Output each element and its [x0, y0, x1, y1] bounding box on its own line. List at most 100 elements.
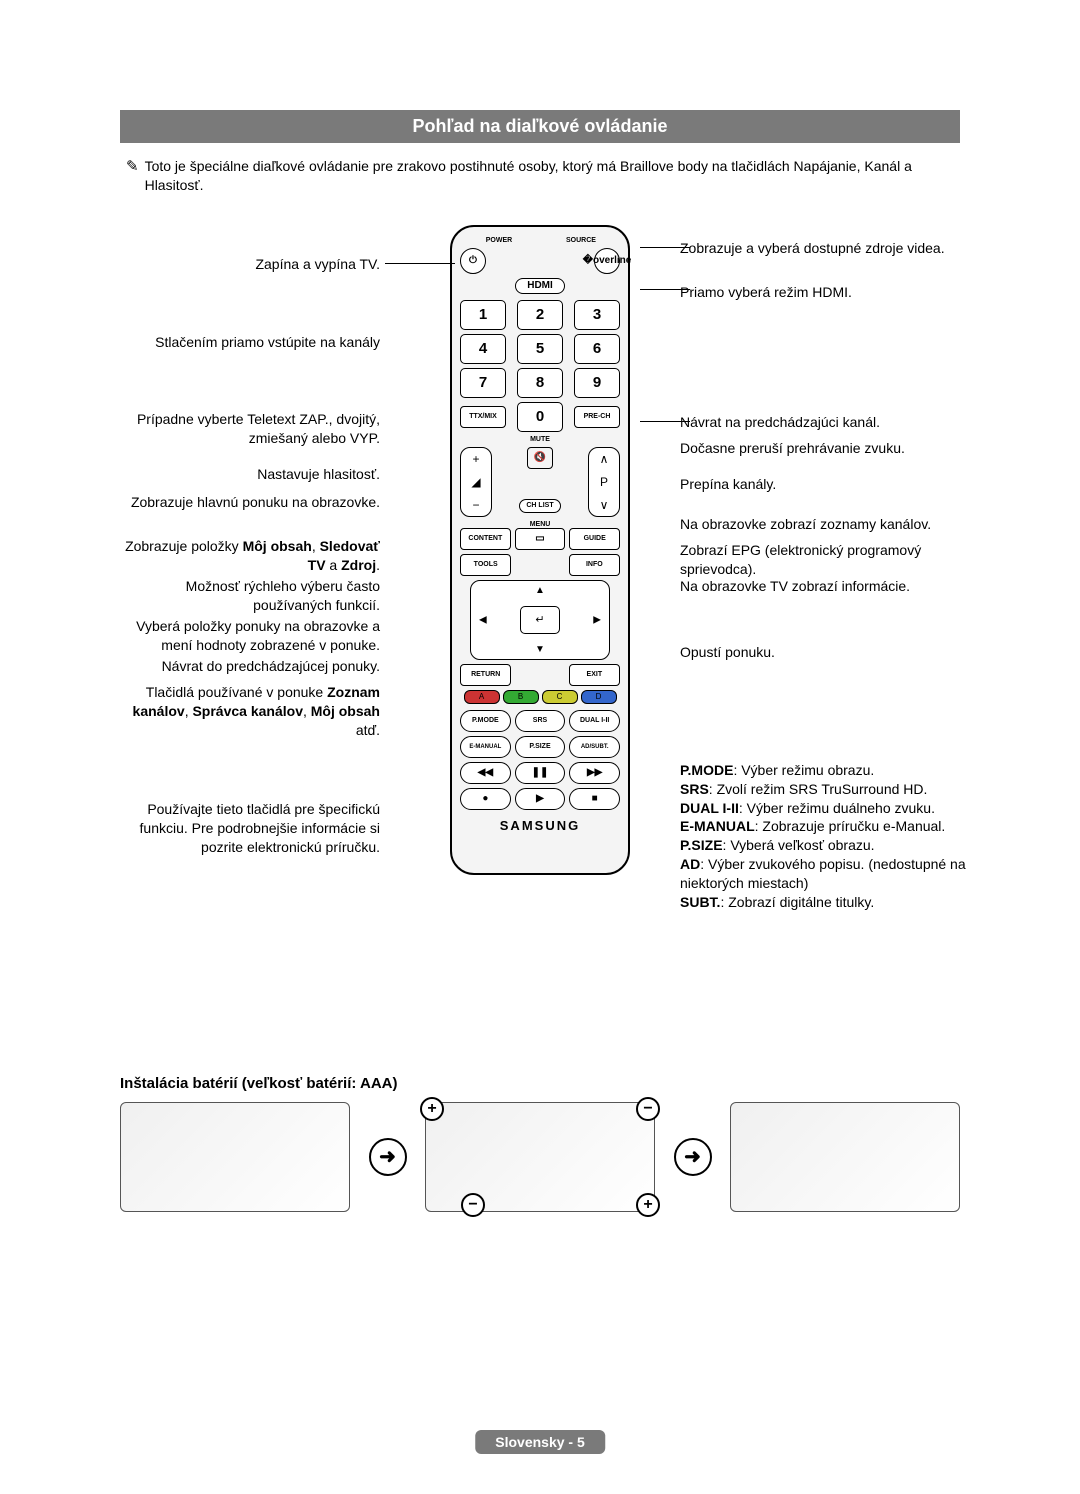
dpad-down-icon: ▼ — [535, 644, 545, 655]
content-button[interactable]: CONTENT — [460, 528, 511, 550]
leader-line — [640, 421, 690, 422]
leader-line — [640, 289, 690, 290]
minus-icon: − — [461, 1193, 485, 1217]
tools-button[interactable]: TOOLS — [460, 554, 511, 576]
hdmi-button[interactable]: HDMI — [515, 278, 565, 294]
callout-mute: Dočasne preruší prehrávanie zvuku. — [680, 439, 905, 458]
ch-p-label: P — [600, 475, 608, 489]
ch-up-icon: ∧ — [600, 452, 609, 466]
mute-button[interactable]: 🔇 — [527, 447, 553, 469]
vol-minus-icon: − — [472, 498, 479, 512]
callout-return: Návrat do predchádzajúcej ponuky. — [120, 657, 380, 676]
callout-bottom-block: P.MODE: Výber režimu obrazu. SRS: Zvolí … — [680, 761, 980, 912]
play-button[interactable]: ▶ — [515, 788, 566, 810]
callout-chlist: Na obrazovke zobrazí zoznamy kanálov. — [680, 515, 931, 534]
ttx-button[interactable]: TTX/MIX — [460, 406, 506, 428]
num-7[interactable]: 7 — [460, 368, 506, 398]
num-3[interactable]: 3 — [574, 300, 620, 330]
callout-colorbtns: Tlačidlá používané v ponuke Zoznam kanál… — [120, 683, 380, 740]
label-mute: MUTE — [460, 436, 620, 443]
ff-button[interactable]: ▶▶ — [569, 762, 620, 784]
dpad[interactable]: ▲ ▼ ◀ ▶ ↵ — [470, 580, 610, 660]
section-title: Pohľad na diaľkové ovládanie — [120, 110, 960, 143]
minus-icon: − — [636, 1097, 660, 1121]
callout-prech: Návrat na predchádzajúci kanál. — [680, 413, 880, 432]
srs-button[interactable]: SRS — [515, 710, 566, 732]
num-1[interactable]: 1 — [460, 300, 506, 330]
callout-info: Na obrazovke TV zobrazí informácie. — [680, 577, 910, 596]
callout-power: Zapína a vypína TV. — [120, 255, 380, 274]
pause-button[interactable]: ❚❚ — [515, 762, 566, 784]
dpad-right-icon: ▶ — [593, 614, 601, 625]
dpad-left-icon: ◀ — [479, 614, 487, 625]
num-6[interactable]: 6 — [574, 334, 620, 364]
callout-exit: Opustí ponuku. — [680, 643, 775, 662]
label-source: SOURCE — [542, 237, 620, 244]
num-5[interactable]: 5 — [517, 334, 563, 364]
power-button[interactable]: ⏻ — [460, 248, 486, 274]
step-arrow-icon: ➜ — [369, 1138, 407, 1176]
color-a-button[interactable]: A — [464, 690, 500, 704]
callout-channels: Stlačením priamo vstúpite na kanály — [120, 333, 380, 352]
volume-rocker[interactable]: + ◢ − — [460, 447, 492, 517]
callout-guide: Zobrazí EPG (elektronický programový spr… — [680, 541, 960, 579]
guide-button[interactable]: GUIDE — [569, 528, 620, 550]
callout-dpad: Vyberá položky ponuky na obrazovke a men… — [120, 617, 380, 655]
battery-step-2: + − − + — [425, 1102, 655, 1212]
pmode-button[interactable]: P.MODE — [460, 710, 511, 732]
dpad-enter[interactable]: ↵ — [520, 606, 560, 634]
callout-volume: Nastavuje hlasitosť. — [120, 465, 380, 484]
note-text: Toto je špeciálne diaľkové ovládanie pre… — [145, 157, 960, 195]
source-button[interactable]: �overline — [594, 248, 620, 274]
remote-body: POWER SOURCE ⏻ �overline HDMI 123 456 78… — [450, 225, 630, 875]
color-d-button[interactable]: D — [581, 690, 617, 704]
battery-section: Inštalácia batérií (veľkosť batérií: AAA… — [120, 1075, 960, 1212]
leader-line — [640, 247, 690, 248]
chlist-button[interactable]: CH LIST — [519, 499, 561, 513]
plus-icon: + — [420, 1097, 444, 1121]
callout-source: Zobrazuje a vyberá dostupné zdroje videa… — [680, 239, 945, 258]
rew-button[interactable]: ◀◀ — [460, 762, 511, 784]
step-arrow-icon: ➜ — [674, 1138, 712, 1176]
stop-button[interactable]: ■ — [569, 788, 620, 810]
note-row: ✎ Toto je špeciálne diaľkové ovládanie p… — [126, 157, 960, 195]
num-8[interactable]: 8 — [517, 368, 563, 398]
battery-title: Inštalácia batérií (veľkosť batérií: AAA… — [120, 1075, 960, 1092]
remote-diagram: POWER SOURCE ⏻ �overline HDMI 123 456 78… — [120, 225, 960, 905]
dual-button[interactable]: DUAL I-II — [569, 710, 620, 732]
callout-hdmi: Priamo vyberá režim HDMI. — [680, 283, 852, 302]
channel-rocker[interactable]: ∧ P ∨ — [588, 447, 620, 517]
psize-button[interactable]: P.SIZE — [515, 736, 566, 758]
return-button[interactable]: RETURN — [460, 664, 511, 686]
leader-line — [385, 263, 455, 264]
adsubt-button[interactable]: AD/SUBT. — [569, 736, 620, 758]
ch-down-icon: ∨ — [600, 498, 609, 512]
num-2[interactable]: 2 — [517, 300, 563, 330]
battery-step-1 — [120, 1102, 350, 1212]
color-b-button[interactable]: B — [503, 690, 539, 704]
emanual-button[interactable]: E-MANUAL — [460, 736, 511, 758]
rec-button[interactable]: ● — [460, 788, 511, 810]
callout-content: Zobrazuje položky Môj obsah, Sledovať TV… — [120, 537, 380, 575]
vol-plus-icon: + — [472, 452, 479, 466]
info-button[interactable]: INFO — [569, 554, 620, 576]
plus-icon: + — [636, 1193, 660, 1217]
battery-step-3 — [730, 1102, 960, 1212]
vol-icon: ◢ — [471, 475, 480, 489]
brand-label: SAMSUNG — [460, 818, 620, 833]
color-c-button[interactable]: C — [542, 690, 578, 704]
callout-playback: Používajte tieto tlačidlá pre špecifickú… — [120, 800, 380, 857]
label-power: POWER — [460, 237, 538, 244]
callout-ch: Prepína kanály. — [680, 475, 776, 494]
num-0[interactable]: 0 — [517, 402, 563, 432]
prech-button[interactable]: PRE-CH — [574, 406, 620, 428]
label-menu: MENU — [460, 521, 620, 528]
num-4[interactable]: 4 — [460, 334, 506, 364]
num-9[interactable]: 9 — [574, 368, 620, 398]
exit-button[interactable]: EXIT — [569, 664, 620, 686]
page-footer: Slovensky - 5 — [475, 1430, 605, 1454]
callout-tools: Možnosť rýchleho výberu často používanýc… — [120, 577, 380, 615]
menu-button[interactable]: ▭ — [515, 528, 566, 550]
callout-mainmenu: Zobrazuje hlavnú ponuku na obrazovke. — [120, 493, 380, 512]
note-icon: ✎ — [126, 157, 139, 195]
